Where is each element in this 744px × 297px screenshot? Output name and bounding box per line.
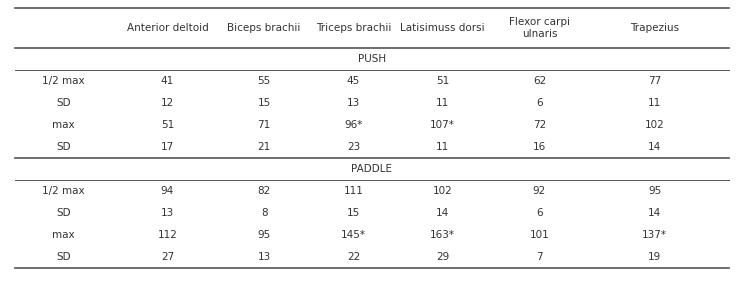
Text: 29: 29 xyxy=(436,252,449,262)
Text: 15: 15 xyxy=(257,98,271,108)
Text: 163*: 163* xyxy=(430,230,455,240)
Text: 62: 62 xyxy=(533,76,546,86)
Text: Anterior deltoid: Anterior deltoid xyxy=(126,23,208,33)
Text: 145*: 145* xyxy=(341,230,366,240)
Text: 11: 11 xyxy=(648,98,661,108)
Text: 14: 14 xyxy=(648,142,661,152)
Text: 71: 71 xyxy=(257,120,271,130)
Text: PADDLE: PADDLE xyxy=(351,164,393,174)
Text: Triceps brachii: Triceps brachii xyxy=(315,23,391,33)
Text: 112: 112 xyxy=(158,230,177,240)
Text: 13: 13 xyxy=(257,252,271,262)
Text: 11: 11 xyxy=(436,142,449,152)
Text: 17: 17 xyxy=(161,142,174,152)
Text: 8: 8 xyxy=(261,208,267,218)
Text: 13: 13 xyxy=(347,98,360,108)
Text: 102: 102 xyxy=(645,120,664,130)
Text: 94: 94 xyxy=(161,186,174,196)
Text: 6: 6 xyxy=(536,98,542,108)
Text: 41: 41 xyxy=(161,76,174,86)
Text: 1/2 max: 1/2 max xyxy=(42,186,85,196)
Text: 16: 16 xyxy=(533,142,546,152)
Text: 82: 82 xyxy=(257,186,271,196)
Text: max: max xyxy=(52,120,74,130)
Text: 102: 102 xyxy=(433,186,452,196)
Text: 45: 45 xyxy=(347,76,360,86)
Text: 55: 55 xyxy=(257,76,271,86)
Text: 95: 95 xyxy=(257,230,271,240)
Text: 96*: 96* xyxy=(344,120,362,130)
Text: Biceps brachii: Biceps brachii xyxy=(228,23,301,33)
Text: 14: 14 xyxy=(648,208,661,218)
Text: SD: SD xyxy=(56,208,71,218)
Text: Latisimuss dorsi: Latisimuss dorsi xyxy=(400,23,485,33)
Text: 101: 101 xyxy=(530,230,549,240)
Text: max: max xyxy=(52,230,74,240)
Text: PUSH: PUSH xyxy=(358,54,386,64)
Text: 92: 92 xyxy=(533,186,546,196)
Text: 19: 19 xyxy=(648,252,661,262)
Text: 137*: 137* xyxy=(642,230,667,240)
Text: SD: SD xyxy=(56,252,71,262)
Text: 15: 15 xyxy=(347,208,360,218)
Text: 107*: 107* xyxy=(430,120,455,130)
Text: SD: SD xyxy=(56,142,71,152)
Text: 14: 14 xyxy=(436,208,449,218)
Text: 23: 23 xyxy=(347,142,360,152)
Text: 11: 11 xyxy=(436,98,449,108)
Text: 1/2 max: 1/2 max xyxy=(42,76,85,86)
Text: 27: 27 xyxy=(161,252,174,262)
Text: 111: 111 xyxy=(344,186,363,196)
Text: 12: 12 xyxy=(161,98,174,108)
Text: SD: SD xyxy=(56,98,71,108)
Text: 77: 77 xyxy=(648,76,661,86)
Text: 7: 7 xyxy=(536,252,542,262)
Text: 6: 6 xyxy=(536,208,542,218)
Text: 95: 95 xyxy=(648,186,661,196)
Text: 51: 51 xyxy=(436,76,449,86)
Text: Trapezius: Trapezius xyxy=(630,23,679,33)
Text: 13: 13 xyxy=(161,208,174,218)
Text: 21: 21 xyxy=(257,142,271,152)
Text: Flexor carpi
ulnaris: Flexor carpi ulnaris xyxy=(509,17,570,39)
Text: 22: 22 xyxy=(347,252,360,262)
Text: 51: 51 xyxy=(161,120,174,130)
Text: 72: 72 xyxy=(533,120,546,130)
